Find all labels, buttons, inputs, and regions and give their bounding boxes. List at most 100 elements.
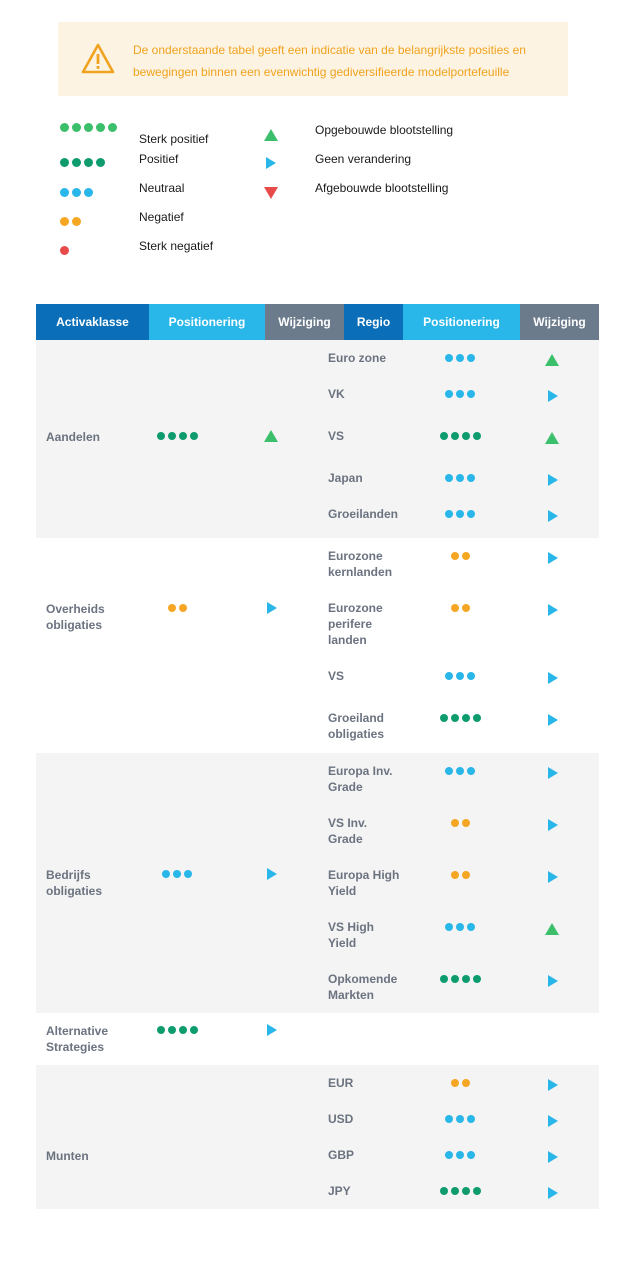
legend-dots-neutraal — [60, 188, 93, 197]
dot — [167, 1026, 176, 1034]
notice-banner: De onderstaande tabel geeft een indicati… — [58, 22, 568, 96]
dot — [461, 552, 470, 560]
warning-icon — [81, 43, 115, 74]
dot — [439, 432, 448, 440]
triangle-down-icon — [264, 187, 278, 199]
triangle-up-icon — [545, 923, 559, 935]
header-regio: Regio — [344, 304, 403, 340]
positioning-dots — [445, 354, 475, 362]
dot — [450, 1187, 459, 1195]
triangle-right-icon — [548, 552, 558, 564]
dot — [445, 474, 453, 482]
positioning-dots — [445, 923, 475, 931]
positioning-dots — [450, 871, 470, 879]
legend-dots-sterk-positief — [60, 123, 117, 132]
triangle-right-icon — [548, 975, 558, 987]
dot — [450, 714, 459, 722]
notice-line-2: bewegingen binnen een evenwichtig gedive… — [133, 65, 510, 79]
dot — [162, 870, 170, 878]
positioning-dots — [445, 1151, 475, 1159]
region-label: Euro zone — [328, 351, 387, 365]
triangle-right-icon — [548, 1115, 558, 1127]
dot — [461, 871, 470, 879]
dot — [184, 870, 192, 878]
dot — [60, 123, 69, 132]
positioning-dots — [439, 714, 481, 722]
dot — [84, 123, 93, 132]
dot — [439, 714, 448, 722]
triangle-right-icon — [267, 1024, 277, 1036]
positioning-dots — [445, 474, 475, 482]
dot — [456, 354, 464, 362]
dot — [461, 975, 470, 983]
table-row-group — [36, 1065, 599, 1209]
dot — [456, 510, 464, 518]
dot — [156, 1026, 165, 1034]
dot — [472, 1187, 481, 1195]
dot — [84, 188, 93, 197]
dot — [472, 714, 481, 722]
region-label: VS — [328, 429, 345, 443]
dot — [456, 1115, 464, 1123]
dot — [456, 767, 464, 775]
triangle-right-icon — [548, 1187, 558, 1199]
dot — [461, 1079, 470, 1087]
dot — [178, 604, 187, 612]
dot — [456, 1151, 464, 1159]
dot — [167, 432, 176, 440]
legend-label-opgebouwd: Opgebouwde blootstelling — [315, 123, 454, 137]
triangle-right-icon — [548, 604, 558, 616]
dot — [467, 1151, 475, 1159]
dot — [467, 1115, 475, 1123]
dot — [467, 354, 475, 362]
positioning-dots — [167, 604, 187, 612]
triangle-up-icon — [264, 129, 278, 141]
dot — [472, 975, 481, 983]
region-label: VS High Yield — [328, 920, 375, 950]
dot — [461, 819, 470, 827]
dot — [439, 975, 448, 983]
positioning-dots — [450, 819, 470, 827]
dot — [72, 188, 81, 197]
triangle-right-icon — [548, 1151, 558, 1163]
dot — [189, 432, 198, 440]
header-regio-wijziging: Wijziging — [520, 304, 599, 340]
positioning-dots — [450, 604, 470, 612]
dot — [445, 354, 453, 362]
region-label: Europa Inv. Grade — [328, 764, 393, 794]
region-label: GBP — [328, 1148, 355, 1162]
dot — [467, 672, 475, 680]
dot — [167, 604, 176, 612]
triangle-right-icon — [548, 474, 558, 486]
dot — [96, 123, 105, 132]
dot — [472, 432, 481, 440]
region-label: Groeiland obligaties — [328, 711, 385, 741]
table-row-group — [36, 753, 599, 1013]
triangle-right-icon — [267, 868, 277, 880]
triangle-right-icon — [266, 157, 276, 169]
legend-dots-positief — [60, 158, 105, 167]
dot — [72, 217, 81, 226]
dot — [467, 474, 475, 482]
table-row-group — [36, 538, 599, 753]
triangle-right-icon — [548, 510, 558, 522]
legend-label-positief: Positief — [139, 152, 179, 166]
legend-label-sterk-positief: Sterk positief — [139, 132, 209, 146]
dot — [60, 217, 69, 226]
dot — [467, 767, 475, 775]
dot — [461, 1187, 470, 1195]
dot — [450, 432, 459, 440]
dot — [461, 432, 470, 440]
dot — [456, 923, 464, 931]
positioning-dots — [439, 1187, 481, 1195]
triangle-up-icon — [264, 430, 278, 442]
triangle-right-icon — [548, 714, 558, 726]
header-positionering: Positionering — [149, 304, 265, 340]
region-label: EUR — [328, 1076, 354, 1090]
dot — [450, 552, 459, 560]
legend-dots-negatief — [60, 217, 81, 226]
asset-class-label: Overheids obligaties — [46, 602, 105, 632]
dot — [108, 123, 117, 132]
positioning-dots — [445, 510, 475, 518]
region-label: Japan — [328, 471, 363, 485]
